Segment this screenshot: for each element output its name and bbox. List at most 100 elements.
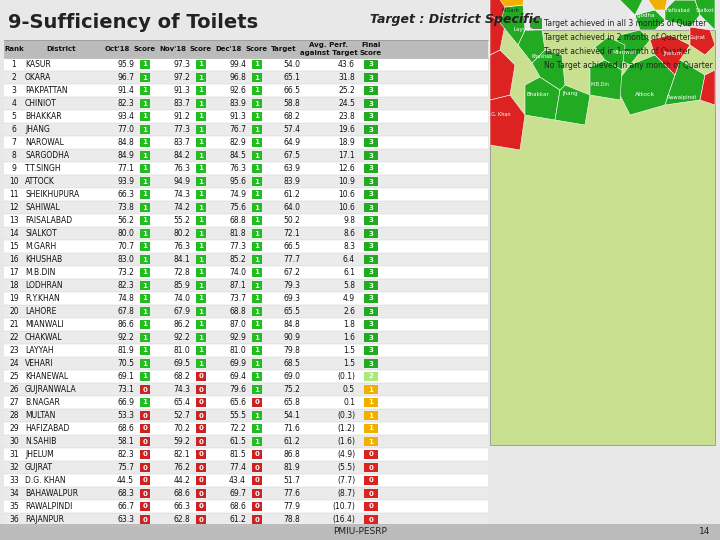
Text: 19: 19 (9, 294, 19, 303)
Text: Final: Final (361, 42, 381, 48)
Text: 1: 1 (143, 179, 148, 185)
Text: 2.6: 2.6 (343, 307, 355, 316)
Text: 80.2: 80.2 (174, 229, 190, 238)
Text: 66.5: 66.5 (283, 86, 300, 95)
Text: 77.7: 77.7 (283, 255, 300, 264)
Bar (140, 255, 150, 264)
Text: 1: 1 (255, 438, 259, 444)
Bar (252, 398, 262, 407)
Text: GUJRAT: GUJRAT (25, 463, 53, 472)
Text: 1.8: 1.8 (343, 320, 355, 329)
Bar (364, 463, 378, 472)
Bar (252, 411, 262, 420)
Bar (196, 177, 206, 186)
Bar (364, 320, 378, 329)
Bar (252, 125, 262, 134)
Text: 84.5: 84.5 (229, 151, 246, 160)
Text: 13: 13 (9, 216, 19, 225)
Text: 97.2: 97.2 (173, 73, 190, 82)
Polygon shape (490, 10, 505, 55)
Bar (140, 359, 150, 368)
Bar (4, 331, 488, 344)
Bar (252, 385, 262, 394)
Text: 82.9: 82.9 (229, 138, 246, 147)
Bar (364, 60, 378, 69)
Text: 1: 1 (255, 139, 259, 145)
Text: 53.3: 53.3 (117, 411, 134, 420)
Bar (252, 151, 262, 160)
Text: 0: 0 (255, 464, 259, 470)
Bar (4, 448, 488, 461)
Text: RAWALPINDI: RAWALPINDI (25, 502, 73, 511)
Bar (364, 515, 378, 524)
Text: 8.3: 8.3 (343, 242, 355, 251)
Bar (252, 346, 262, 355)
Text: SARGODHA: SARGODHA (25, 151, 69, 160)
Text: 17.1: 17.1 (338, 151, 355, 160)
Bar (4, 201, 488, 214)
Text: 9.8: 9.8 (343, 216, 355, 225)
Bar (4, 318, 488, 331)
Text: 0: 0 (199, 387, 204, 393)
Bar (364, 281, 378, 290)
Text: 1: 1 (255, 87, 259, 93)
Text: 72.2: 72.2 (229, 424, 246, 433)
Text: 55.2: 55.2 (173, 216, 190, 225)
Polygon shape (610, 30, 650, 65)
Text: VEHARI: VEHARI (25, 359, 53, 368)
Bar (252, 216, 262, 225)
Bar (140, 86, 150, 95)
Text: 0.5: 0.5 (343, 385, 355, 394)
Text: 95.9: 95.9 (117, 60, 134, 69)
Text: 83.0: 83.0 (117, 255, 134, 264)
Text: 68.2: 68.2 (283, 112, 300, 121)
Text: 1: 1 (255, 244, 259, 249)
Text: 3: 3 (369, 308, 374, 314)
Text: 1: 1 (143, 205, 148, 211)
Text: 1: 1 (199, 334, 204, 341)
Bar (140, 229, 150, 238)
Text: 1: 1 (255, 321, 259, 327)
Text: 61.2: 61.2 (229, 515, 246, 524)
Bar (4, 422, 488, 435)
Text: 23.8: 23.8 (338, 112, 355, 121)
Bar (252, 450, 262, 459)
Bar (140, 190, 150, 199)
Text: 68.8: 68.8 (229, 307, 246, 316)
Text: 1: 1 (255, 413, 259, 418)
Text: 1: 1 (199, 308, 204, 314)
Text: SHEIKHUPURA: SHEIKHUPURA (25, 190, 79, 199)
Text: 1: 1 (143, 87, 148, 93)
Text: 66.3: 66.3 (117, 190, 134, 199)
Bar (140, 177, 150, 186)
Text: 84.2: 84.2 (174, 151, 190, 160)
Bar (4, 136, 488, 149)
Text: 5: 5 (12, 112, 17, 121)
Text: (0.1): (0.1) (337, 372, 355, 381)
Bar (4, 123, 488, 136)
Bar (140, 203, 150, 212)
Text: 1: 1 (143, 348, 148, 354)
Bar (140, 138, 150, 147)
Text: 67.5: 67.5 (283, 151, 300, 160)
Text: Score: Score (134, 46, 156, 52)
Text: 1: 1 (199, 282, 204, 288)
Text: 3: 3 (369, 218, 374, 224)
Bar (364, 411, 378, 420)
Text: 1: 1 (143, 282, 148, 288)
Text: 84.8: 84.8 (283, 320, 300, 329)
Bar (252, 320, 262, 329)
Bar (364, 242, 378, 251)
Text: 3: 3 (369, 244, 374, 249)
Text: 3: 3 (369, 126, 374, 132)
Bar (4, 409, 488, 422)
Text: 18: 18 (9, 281, 19, 290)
Text: 34: 34 (9, 489, 19, 498)
Bar (364, 86, 378, 95)
Bar (140, 502, 150, 511)
Text: FAISALABAD: FAISALABAD (25, 216, 72, 225)
Polygon shape (500, 5, 525, 45)
Text: 0: 0 (143, 413, 148, 418)
Text: 3: 3 (369, 269, 374, 275)
Text: 82.3: 82.3 (117, 281, 134, 290)
